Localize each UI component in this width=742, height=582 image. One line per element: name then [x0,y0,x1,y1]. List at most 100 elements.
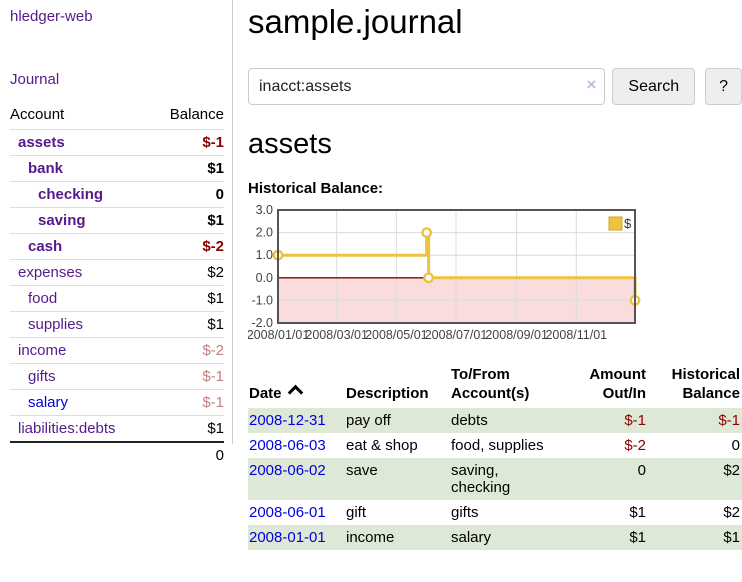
account-balance: $-1 [202,368,224,385]
help-button[interactable]: ? [705,68,742,105]
search-form: × Search ? [248,68,742,105]
transaction-amount: $-2 [624,437,646,454]
transaction-amount: $1 [629,504,646,521]
transaction-date-link[interactable]: 2008-01-01 [249,529,326,546]
sidebar: hledger-web Journal Account Balance asse… [0,0,233,468]
legend-swatch [608,216,623,231]
app-title-link[interactable]: hledger-web [10,8,93,25]
accounts-total-row: 0 [10,441,224,468]
historical-balance-chart: $3.0 2.0 1.0 0.0 -1.0 -2.0 2008/01/01 2008/03/0… [247,203,668,346]
account-row: saving $1 [10,207,224,234]
transactions-table: Date Description To/From Account(s) Amount Ou… [248,363,742,550]
main-content: sample.journal × Search ? assets Histori… [247,0,742,550]
search-button[interactable]: Search [612,68,696,105]
svg-text:2008/05/01: 2008/05/01 [365,328,428,342]
account-row: checking 0 [10,181,224,208]
account-link[interactable]: assets [18,134,65,151]
account-link[interactable]: income [18,342,67,359]
account-row: expenses $2 [10,259,224,286]
svg-text:-2.0: -2.0 [251,316,273,330]
transaction-accounts: gifts [451,504,479,521]
transaction-date-link[interactable]: 2008-06-02 [249,462,326,479]
account-link[interactable]: bank [28,160,64,177]
account-row: income $-2 [10,337,224,364]
account-balance: $2 [207,264,224,281]
account-link[interactable]: gifts [28,368,56,385]
account-row: cash $-2 [10,233,224,260]
svg-text:3.0: 3.0 [256,204,273,217]
account-balance: $1 [207,290,224,307]
account-link[interactable]: salary [28,394,69,411]
account-link[interactable]: expenses [18,264,83,281]
account-link[interactable]: saving [38,212,86,229]
svg-text:2008/11/01: 2008/11/01 [545,328,607,342]
svg-text:2008/01/01: 2008/01/01 [248,328,309,342]
svg-text:1.0: 1.0 [256,248,273,262]
svg-text:2008/03/01: 2008/03/01 [305,328,368,342]
transaction-date-link[interactable]: 2008-06-03 [249,437,326,454]
transaction-amount: 0 [637,462,646,479]
column-header-tofrom: To/From Account(s) [451,366,530,402]
transaction-amount: $-1 [624,412,646,429]
account-balance: $-2 [202,238,224,255]
column-header-date[interactable]: Date [248,363,345,408]
account-balance: $1 [207,420,224,437]
accounts-table: Account Balance assets $-1 bank $1 checking 0… [10,102,224,468]
account-row: salary $-1 [10,389,224,416]
accounts-header-account: Account [10,106,65,123]
svg-text:2008/07/01: 2008/07/01 [425,328,488,342]
transaction-accounts: saving, checking [451,462,511,496]
page-title: sample.journal [248,3,463,40]
account-balance: $-2 [202,342,224,359]
column-header-amount: Amount Out/In [589,366,646,402]
svg-text:2.0: 2.0 [256,226,273,240]
account-link[interactable]: cash [28,238,63,255]
transaction-description: gift [346,504,367,521]
svg-text:-1.0: -1.0 [251,293,273,307]
account-heading: assets [248,128,332,160]
accounts-total-balance: 0 [151,441,224,468]
table-row: 2008-06-02 save saving, checking 0 $2 [248,458,742,500]
transaction-date-link[interactable]: 2008-06-01 [249,504,326,521]
transaction-accounts: debts [451,412,488,429]
table-row: 2008-06-01 gift gifts $1 $2 [248,500,742,525]
column-header-historical: Historical Balance [671,366,740,402]
transaction-balance: $2 [723,462,740,479]
transaction-description: pay off [346,412,391,429]
sort-ascending-icon [287,384,303,401]
account-link[interactable]: liabilities:debts [18,420,116,437]
svg-text:2008/09/01: 2008/09/01 [485,328,548,342]
account-balance: $1 [207,212,224,229]
transaction-description: eat & shop [346,437,418,454]
table-row: 2008-12-31 pay off debts $-1 $-1 [248,408,742,433]
chart-title: Historical Balance: [248,180,384,197]
account-link[interactable]: checking [38,186,104,203]
clear-search-icon[interactable]: × [586,75,597,94]
sidebar-item-journal[interactable]: Journal [10,71,60,88]
account-balance: $-1 [202,394,224,411]
account-row: gifts $-1 [10,363,224,390]
transaction-accounts: food, supplies [451,437,544,454]
accounts-header-balance: Balance [169,106,224,123]
account-link[interactable]: supplies [28,316,84,333]
transaction-date-link[interactable]: 2008-12-31 [249,412,326,429]
legend-label: $ [624,216,632,231]
transaction-description: income [346,529,395,546]
search-input[interactable] [248,68,606,105]
transaction-accounts: salary [451,529,492,546]
account-row: supplies $1 [10,311,224,338]
svg-text:0.0: 0.0 [256,271,273,285]
table-row: 2008-01-01 income salary $1 $1 [248,525,742,550]
account-row: food $1 [10,285,224,312]
account-link[interactable]: food [28,290,58,307]
account-row: liabilities:debts $1 [10,415,224,443]
transaction-balance: $1 [723,529,740,546]
transaction-balance: $-1 [718,412,740,429]
transaction-balance: $2 [723,504,740,521]
account-balance: 0 [215,186,224,203]
transaction-balance: 0 [731,437,740,454]
account-balance: $1 [207,316,224,333]
account-balance: $-1 [202,134,224,151]
transaction-description: save [346,462,378,479]
transaction-amount: $1 [629,529,646,546]
